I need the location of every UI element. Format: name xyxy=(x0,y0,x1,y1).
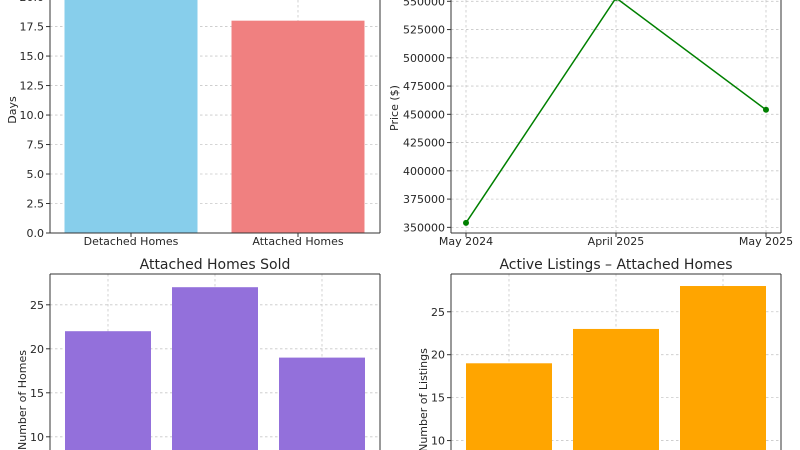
y-tick-label: 375000 xyxy=(403,193,445,206)
data-point xyxy=(613,0,619,1)
x-tick-label: Detached Homes xyxy=(84,235,179,248)
x-tick-label: May 2024 xyxy=(439,235,493,248)
y-tick-label: 20 xyxy=(431,349,445,362)
y-tick-label: 2.5 xyxy=(27,198,45,211)
y-axis-label: Price ($) xyxy=(388,85,401,131)
y-tick-label: 450000 xyxy=(403,108,445,121)
y-tick-label: 0.0 xyxy=(27,227,45,240)
y-tick-label: 25 xyxy=(431,306,445,319)
data-point xyxy=(763,106,769,113)
y-tick-label: 10 xyxy=(431,435,445,448)
y-axis-label: Number of Homes xyxy=(16,350,29,450)
y-tick-label: 10 xyxy=(30,431,44,444)
bar xyxy=(231,20,365,233)
y-tick-label: 15 xyxy=(30,387,44,400)
chart-panel-2: 350000 375000 400000 425000 450000 475000 5000… xyxy=(388,0,793,248)
y-tick-label: 550000 xyxy=(403,0,445,8)
bar xyxy=(573,328,659,450)
plot-area xyxy=(50,274,380,450)
y-tick-label: 20 xyxy=(30,343,44,356)
y-tick-label: 5.0 xyxy=(27,168,45,181)
y-tick-label: 425000 xyxy=(403,137,445,150)
y-axis-label: Days xyxy=(6,96,19,124)
y-tick-label: 12.5 xyxy=(20,80,45,93)
x-tick-label: Attached Homes xyxy=(252,235,343,248)
bar xyxy=(65,331,151,450)
y-tick-label: 17.5 xyxy=(20,21,45,34)
x-tick-label: April 2025 xyxy=(588,235,645,248)
y-tick-label: 20.0 xyxy=(20,0,45,4)
x-tick-label: May 2025 xyxy=(739,235,793,248)
plot-area xyxy=(50,0,380,233)
y-tick-label: 7.5 xyxy=(27,139,45,152)
bar xyxy=(680,286,766,450)
y-tick-label: 525000 xyxy=(403,24,445,37)
chart-panel-4: 10 15 20 25 Number of Listings Active Listing… xyxy=(417,257,782,450)
chart-panel-1: 0.0 2.5 5.0 7.5 10.0 12.5 15.0 17.5 20.0 Detached… xyxy=(6,0,381,248)
data-point xyxy=(463,219,469,226)
y-axis-label: Number of Listings xyxy=(417,348,430,450)
plot-area xyxy=(451,274,781,450)
plot-area xyxy=(451,0,781,233)
chart-title: Attached Homes Sold xyxy=(140,257,291,273)
y-tick-label: 10.0 xyxy=(20,109,45,122)
bar xyxy=(279,357,365,450)
y-tick-label: 25 xyxy=(30,299,44,312)
bar xyxy=(64,0,198,233)
series-line xyxy=(465,0,767,224)
y-tick-label: 500000 xyxy=(403,52,445,65)
chart-panel-3: 10 15 20 25 Number of Homes Attached Homes So… xyxy=(16,257,381,450)
y-tick-label: 400000 xyxy=(403,165,445,178)
y-tick-label: 15 xyxy=(431,392,445,405)
y-tick-label: 475000 xyxy=(403,80,445,93)
bar xyxy=(466,363,552,450)
y-tick-label: 350000 xyxy=(403,221,445,234)
chart-title: Active Listings – Attached Homes xyxy=(499,257,732,273)
bar xyxy=(172,287,258,450)
y-tick-label: 15.0 xyxy=(20,50,45,63)
